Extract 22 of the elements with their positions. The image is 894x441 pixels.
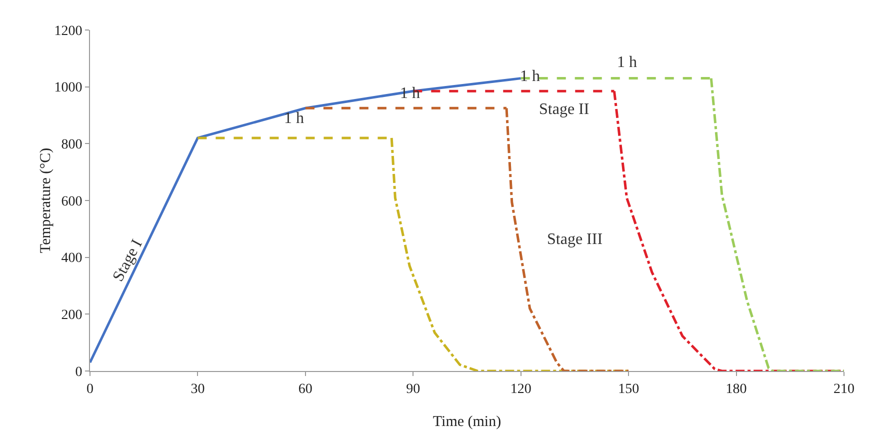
x-tick-label: 60	[298, 382, 312, 397]
y-axis-title: Temperature (°C)	[38, 148, 54, 254]
y-tick-label: 200	[61, 308, 82, 324]
y-tick-label: 600	[61, 194, 82, 210]
x-tick-label: 120	[510, 382, 532, 397]
y-tick-label: 400	[61, 251, 82, 266]
y-tick-label: 1200	[54, 24, 82, 39]
x-tick-label: 0	[86, 382, 94, 397]
annotation: Stage I	[110, 236, 146, 284]
x-tick-label: 90	[406, 382, 420, 397]
annotation: 1 h	[284, 110, 304, 127]
x-tick-label: 180	[726, 382, 747, 397]
annotation: 1 h	[617, 54, 637, 71]
annotation: Stage II	[539, 101, 590, 118]
y-tick-label: 1000	[54, 80, 82, 96]
x-axis-title: Time (min)	[432, 414, 502, 430]
x-tick-label: 150	[618, 382, 640, 397]
y-tick-label: 0	[75, 364, 82, 380]
annotation: Stage III	[547, 231, 603, 248]
x-tick-label: 30	[190, 382, 205, 397]
x-tick-label: 210	[834, 382, 854, 397]
y-tick-label: 800	[61, 138, 82, 153]
